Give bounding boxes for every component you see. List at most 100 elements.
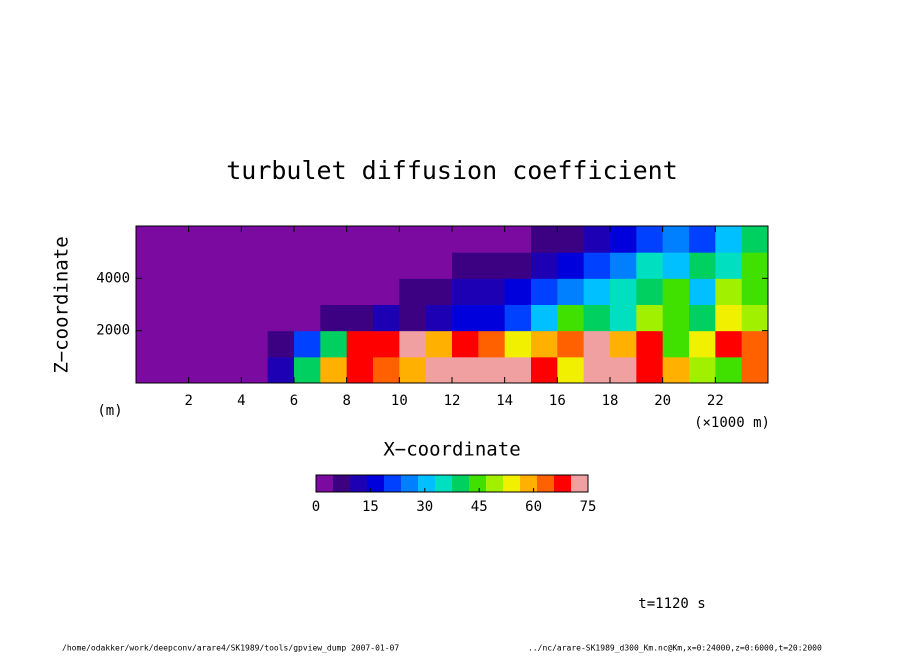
heat-cell [689, 252, 716, 279]
heat-cell [399, 304, 427, 332]
heat-cell [267, 356, 295, 384]
heat-cell [452, 278, 479, 305]
x-tick-label: 14 [496, 393, 513, 409]
heat-cell [715, 356, 743, 384]
heat-cell [136, 304, 163, 332]
colorbar-swatch [401, 475, 419, 492]
heat-cell [478, 304, 506, 332]
heat-cell [346, 330, 374, 358]
colorbar-tick-label: 75 [580, 499, 597, 515]
heat-cell [188, 330, 216, 358]
heat-cell [583, 226, 611, 253]
heat-cell [741, 356, 769, 384]
heat-cell [346, 252, 374, 279]
heat-cell [188, 226, 216, 253]
heat-cell [267, 304, 295, 332]
heat-cell [689, 356, 716, 384]
heat-cell [241, 252, 269, 279]
heat-cell [662, 226, 690, 253]
x-tick-label: 10 [391, 393, 408, 409]
y-tick-label: 4000 [96, 270, 130, 286]
heat-cell [741, 252, 769, 279]
heat-cell [399, 278, 427, 305]
heat-cell [583, 330, 611, 358]
heat-cell [425, 252, 453, 279]
heat-cell [636, 226, 664, 253]
heat-cell [373, 252, 400, 279]
heat-cell [215, 252, 242, 279]
heat-cell [452, 356, 479, 384]
x-tick-label: 2 [184, 393, 192, 409]
heat-cell [531, 304, 558, 332]
heat-cell [294, 330, 321, 358]
heat-cell [162, 356, 190, 384]
heat-cell [610, 304, 637, 332]
heat-cell [294, 304, 321, 332]
heat-cell [294, 356, 321, 384]
heat-cell [373, 278, 400, 305]
heat-cell [741, 278, 769, 305]
colorbar-frame [315, 474, 589, 493]
heat-cell [741, 330, 769, 358]
heat-cell [373, 356, 400, 384]
heat-cell [531, 356, 558, 384]
heat-cell [610, 226, 637, 253]
colorbar-tick-label: 60 [525, 499, 542, 515]
colorbar-swatch [571, 475, 589, 492]
heat-cell [320, 226, 348, 253]
heat-cell [478, 330, 506, 358]
heat-cell [162, 226, 190, 253]
colorbar-swatch [435, 475, 453, 492]
heat-cell [610, 330, 637, 358]
footer-right: ../nc/arare-SK1989_d300_Km.nc@Km,x=0:240… [528, 644, 822, 653]
heat-cell [162, 330, 190, 358]
heat-cell [373, 330, 400, 358]
colorbar-swatch [469, 475, 487, 492]
x-tick-label: 4 [237, 393, 245, 409]
heat-cell [610, 278, 637, 305]
heat-cell [215, 226, 242, 253]
heat-cell [425, 356, 453, 384]
heat-cell [557, 356, 585, 384]
heat-cell [557, 278, 585, 305]
heat-cell [636, 252, 664, 279]
x-tick-label: 20 [654, 393, 671, 409]
colorbar-swatch [367, 475, 385, 492]
heat-cell [215, 330, 242, 358]
heat-cell [504, 226, 532, 253]
heat-cell [689, 330, 716, 358]
heat-cell [241, 356, 269, 384]
heat-cell [689, 226, 716, 253]
heat-cell [504, 356, 532, 384]
heat-cell [215, 278, 242, 305]
colorbar-swatch [520, 475, 538, 492]
x-tick-label: 12 [444, 393, 461, 409]
heat-cell [373, 226, 400, 253]
heat-cell [320, 356, 348, 384]
heat-cell [136, 330, 163, 358]
heat-cell [636, 356, 664, 384]
heat-cell [478, 356, 506, 384]
x-axis-label: X−coordinate [383, 439, 520, 461]
heat-cell [610, 252, 637, 279]
heat-cell [136, 356, 163, 384]
colorbar-swatch [418, 475, 436, 492]
heat-cell [662, 330, 690, 358]
heat-cell [241, 330, 269, 358]
heat-cell [452, 252, 479, 279]
heat-cell [188, 278, 216, 305]
x-tick-label: 8 [342, 393, 350, 409]
heat-cell [346, 278, 374, 305]
heat-cell [294, 226, 321, 253]
heat-cell [741, 226, 769, 253]
heat-cell [294, 252, 321, 279]
heat-cell [557, 252, 585, 279]
colorbar-swatch [554, 475, 572, 492]
heat-cell [662, 278, 690, 305]
heat-cell [583, 304, 611, 332]
heat-cell [452, 330, 479, 358]
heat-cell [373, 304, 400, 332]
colorbar-swatch [350, 475, 368, 492]
heat-cell [294, 278, 321, 305]
